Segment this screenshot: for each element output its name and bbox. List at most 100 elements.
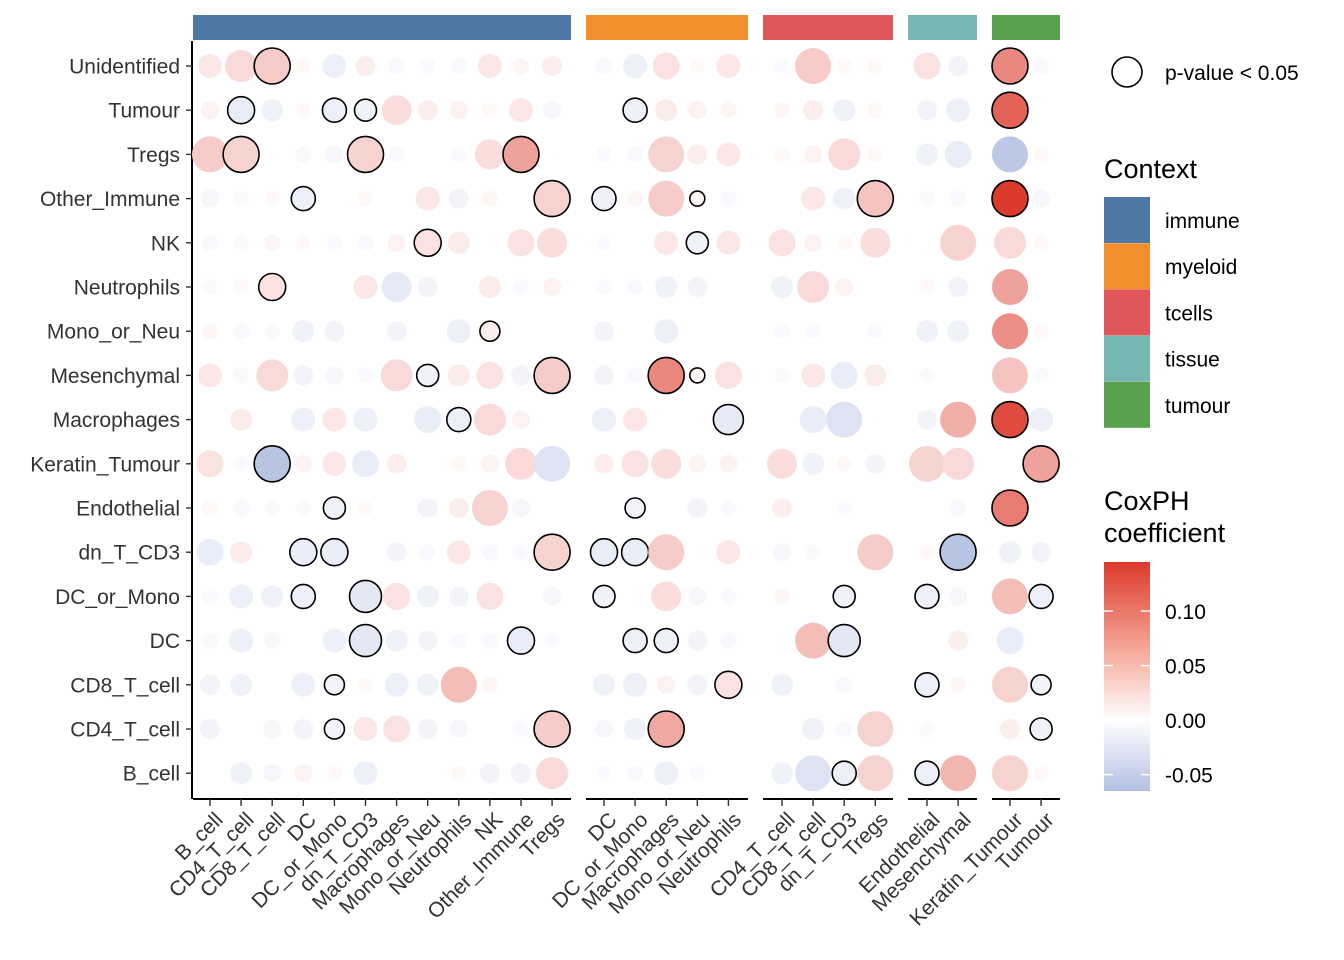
point-immune-nk-b-cell bbox=[202, 234, 218, 251]
point-myeloid-nk-neutrophils bbox=[716, 230, 741, 255]
point-immune-cd8-t-cell-mono-or-neu bbox=[416, 673, 439, 696]
point-tumour-macrophages-keratin-tumour bbox=[991, 400, 1029, 439]
point-immune-unidentified-cd4-t-cell bbox=[225, 50, 258, 82]
point-tissue-nk-mesenchymal bbox=[940, 224, 977, 261]
point-tcells-dn-t-cd3-tregs bbox=[857, 534, 894, 571]
point-tumour-nk-keratin-tumour bbox=[994, 226, 1026, 259]
point-immune-cd8-t-cell-neutrophils bbox=[440, 666, 477, 703]
point-tumour-tregs-keratin-tumour bbox=[992, 136, 1028, 173]
point-tissue-tregs-endothelial bbox=[916, 143, 938, 166]
point-immune-mesenchymal-cd4-t-cell bbox=[233, 367, 250, 384]
panel-strips bbox=[193, 15, 1060, 40]
point-tcells-mesenchymal-tregs bbox=[864, 364, 887, 387]
point-tcells-dc-dn-t-cd3 bbox=[827, 623, 862, 658]
point-tissue-keratin-tumour-endothelial bbox=[909, 445, 945, 482]
coef-tick-label-1: 0.05 bbox=[1165, 656, 1206, 679]
strip-tissue bbox=[908, 15, 977, 40]
point-tumour-b-cell-tumour bbox=[1033, 765, 1049, 781]
point-immune-b-cell-dc-or-mono bbox=[326, 765, 342, 781]
point-immune-tumour-cd8-t-cell bbox=[261, 99, 284, 122]
strip-tumour bbox=[992, 15, 1060, 40]
point-immune-dc-or-mono-neutrophils bbox=[448, 586, 469, 607]
point-tumour-cd4-t-cell-keratin-tumour bbox=[1000, 719, 1020, 739]
point-immune-cd4-t-cell-macrophages bbox=[383, 715, 411, 743]
point-immune-b-cell-cd8-t-cell bbox=[263, 764, 282, 783]
point-immune-mono-or-neu-b-cell bbox=[202, 323, 218, 340]
point-myeloid-tregs-mono-or-neu bbox=[687, 144, 708, 165]
point-immune-neutrophils-cd8-t-cell bbox=[257, 272, 287, 302]
point-myeloid-cd4-t-cell-dc-or-mono bbox=[624, 718, 647, 740]
point-myeloid-tumour-macrophages bbox=[655, 99, 678, 122]
point-immune-dn-t-cd3-tregs bbox=[533, 533, 571, 572]
point-tumour-dc-or-mono-keratin-tumour bbox=[992, 578, 1028, 615]
point-tissue-dc-mesenchymal bbox=[948, 630, 969, 651]
y-label-dn-t-cd3: dn_T_CD3 bbox=[78, 542, 180, 565]
point-immune-dc-or-mono-dn-t-cd3 bbox=[348, 579, 383, 614]
point-immune-nk-macrophages bbox=[387, 233, 406, 252]
point-immune-nk-other-immune bbox=[507, 229, 535, 257]
point-tcells-macrophages-cd8-t-cell bbox=[799, 406, 827, 434]
point-immune-cd4-t-cell-dc-or-mono bbox=[323, 718, 346, 740]
point-tcells-keratin-tumour-cd4-t-cell bbox=[767, 448, 797, 479]
point-immune-neutrophils-cd4-t-cell bbox=[233, 279, 249, 295]
point-immune-dn-t-cd3-nk bbox=[481, 544, 498, 561]
point-immune-nk-mono-or-neu bbox=[413, 228, 443, 258]
point-immune-mesenchymal-mono-or-neu bbox=[415, 363, 440, 388]
context-label-myeloid: myeloid bbox=[1165, 256, 1237, 279]
point-tcells-mesenchymal-cd8-t-cell bbox=[801, 363, 826, 388]
point-myeloid-endothelial-mono-or-neu bbox=[687, 498, 708, 518]
point-tumour-mesenchymal-keratin-tumour bbox=[992, 357, 1028, 394]
point-myeloid-tregs-dc bbox=[596, 146, 612, 162]
point-immune-tregs-neutrophils bbox=[451, 146, 467, 162]
point-tcells-dc-or-mono-cd4-t-cell bbox=[774, 588, 790, 605]
point-myeloid-dc-or-mono-macrophages bbox=[651, 581, 682, 612]
point-immune-macrophages-dc-or-mono bbox=[322, 407, 347, 432]
point-immune-dc-or-mono-cd4-t-cell bbox=[229, 584, 254, 609]
point-myeloid-keratin-tumour-macrophages bbox=[651, 448, 682, 479]
point-immune-tregs-cd4-t-cell bbox=[222, 135, 260, 174]
context-key-immune bbox=[1104, 197, 1150, 243]
point-immune-dc-dc-or-mono bbox=[322, 628, 347, 653]
y-label-tumour: Tumour bbox=[108, 100, 180, 123]
point-tumour-other-immune-keratin-tumour bbox=[991, 179, 1029, 218]
point-myeloid-mesenchymal-macrophages bbox=[647, 356, 686, 395]
point-tumour-tumour-keratin-tumour bbox=[991, 91, 1029, 129]
point-tcells-cd4-t-cell-dn-t-cd3 bbox=[836, 721, 853, 737]
context-key-myeloid bbox=[1104, 243, 1150, 290]
point-immune-mesenchymal-tregs bbox=[533, 356, 571, 395]
point-immune-tumour-dn-t-cd3 bbox=[353, 98, 378, 122]
point-immune-unidentified-dc-or-mono bbox=[322, 54, 347, 78]
y-label-cd4-t-cell: CD4_T_cell bbox=[70, 719, 180, 742]
point-immune-macrophages-dn-t-cd3 bbox=[353, 407, 378, 432]
point-immune-cd8-t-cell-cd4-t-cell bbox=[230, 673, 253, 696]
point-immune-mono-or-neu-nk bbox=[479, 320, 501, 343]
point-tissue-dn-t-cd3-mesenchymal bbox=[939, 533, 977, 572]
point-tumour-keratin-tumour-tumour bbox=[1022, 444, 1060, 483]
point-myeloid-tregs-macrophages bbox=[648, 136, 685, 173]
point-immune-keratin-tumour-neutrophils bbox=[451, 456, 467, 472]
point-immune-mesenchymal-neutrophils bbox=[447, 364, 470, 387]
point-immune-mono-or-neu-dc bbox=[292, 320, 315, 343]
point-immune-dc-macrophages bbox=[385, 629, 408, 652]
y-label-endothelial: Endothelial bbox=[76, 498, 180, 521]
point-immune-tregs-nk bbox=[474, 139, 505, 170]
coef-tick-label-2: 0.00 bbox=[1165, 710, 1206, 733]
point-immune-cd4-t-cell-dc bbox=[293, 719, 314, 739]
point-tumour-unidentified-tumour bbox=[1033, 58, 1050, 74]
point-tcells-keratin-tumour-cd8-t-cell bbox=[802, 452, 825, 475]
point-immune-endothelial-mono-or-neu bbox=[417, 498, 438, 518]
context-key-tissue bbox=[1104, 335, 1150, 382]
y-axis-labels: Unidentified Tumour Tregs Other_Immune NK Neu… bbox=[30, 56, 180, 786]
point-immune-other-immune-cd8-t-cell bbox=[264, 191, 280, 207]
point-immune-dc-tregs bbox=[544, 633, 560, 649]
point-tissue-b-cell-mesenchymal bbox=[940, 755, 977, 792]
point-tissue-other-immune-mesenchymal bbox=[950, 190, 967, 207]
point-tissue-macrophages-endothelial bbox=[917, 409, 937, 430]
point-tcells-mono-or-neu-cd4-t-cell bbox=[774, 323, 790, 339]
point-tissue-cd4-t-cell-endothelial bbox=[919, 721, 935, 737]
point-myeloid-cd8-t-cell-dc-or-mono bbox=[623, 672, 648, 697]
point-tissue-neutrophils-endothelial bbox=[919, 279, 935, 295]
point-tissue-keratin-tumour-mesenchymal bbox=[942, 447, 975, 480]
pvalue-legend-key bbox=[1111, 56, 1143, 88]
context-label-tissue: tissue bbox=[1165, 349, 1220, 372]
